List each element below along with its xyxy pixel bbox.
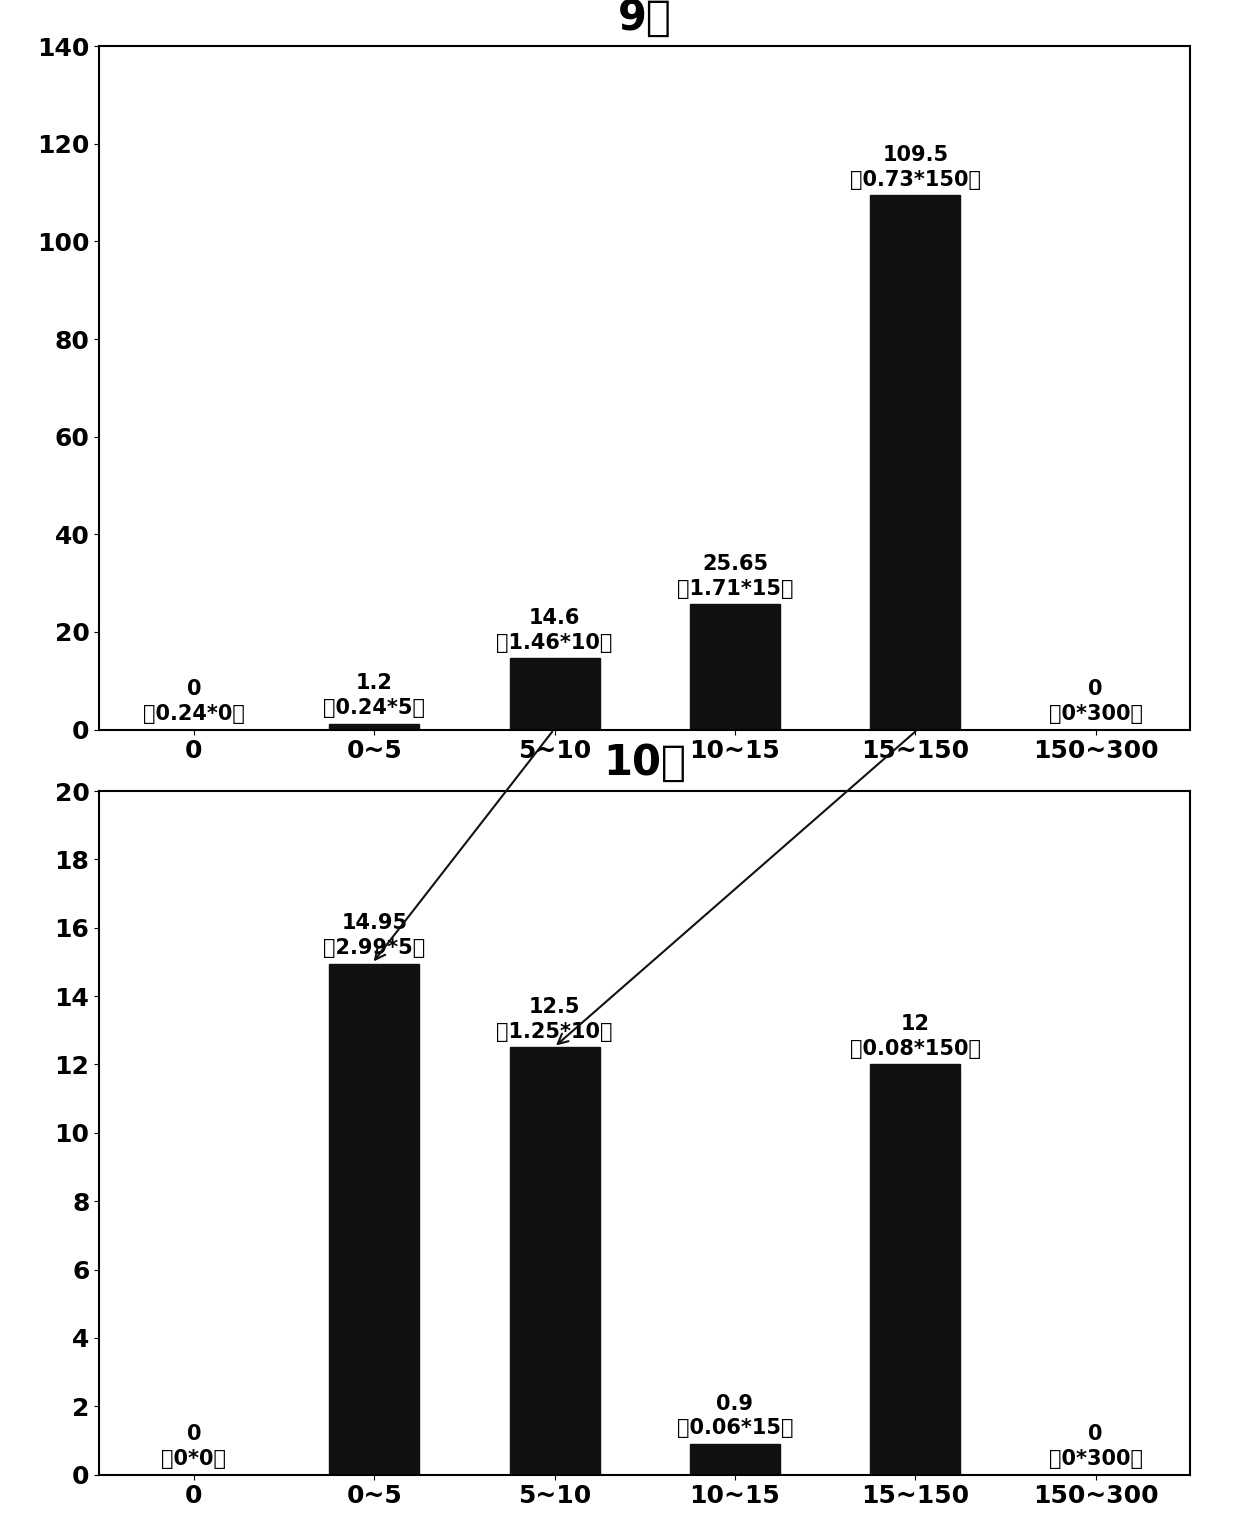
Text: 0
（0*0）: 0 （0*0） xyxy=(161,1424,227,1468)
Text: 12
（0.08*150）: 12 （0.08*150） xyxy=(849,1014,981,1058)
Text: 14.6
（1.46*10）: 14.6 （1.46*10） xyxy=(496,608,613,653)
Text: 0.9
（0.06*15）: 0.9 （0.06*15） xyxy=(677,1393,794,1438)
Bar xyxy=(510,1048,600,1475)
Text: 1.2
（0.24*5）: 1.2 （0.24*5） xyxy=(324,673,425,719)
Title: 9月: 9月 xyxy=(618,0,672,38)
Bar xyxy=(870,1064,961,1475)
Bar xyxy=(689,604,780,730)
Text: 0
（0*300）: 0 （0*300） xyxy=(1049,1424,1143,1468)
Text: 12.5
（1.25*10）: 12.5 （1.25*10） xyxy=(496,997,613,1041)
Bar xyxy=(510,659,600,730)
Text: 0
（0*300）: 0 （0*300） xyxy=(1049,679,1143,723)
Text: 14.95
（2.99*5）: 14.95 （2.99*5） xyxy=(324,914,425,958)
Title: 10月: 10月 xyxy=(604,742,686,783)
Text: 25.65
（1.71*15）: 25.65 （1.71*15） xyxy=(677,554,794,599)
Text: 109.5
（0.73*150）: 109.5 （0.73*150） xyxy=(849,144,981,189)
Bar xyxy=(329,723,419,730)
Bar xyxy=(689,1444,780,1475)
Bar xyxy=(870,195,961,730)
Text: 0
（0.24*0）: 0 （0.24*0） xyxy=(143,679,244,723)
Bar xyxy=(329,963,419,1475)
